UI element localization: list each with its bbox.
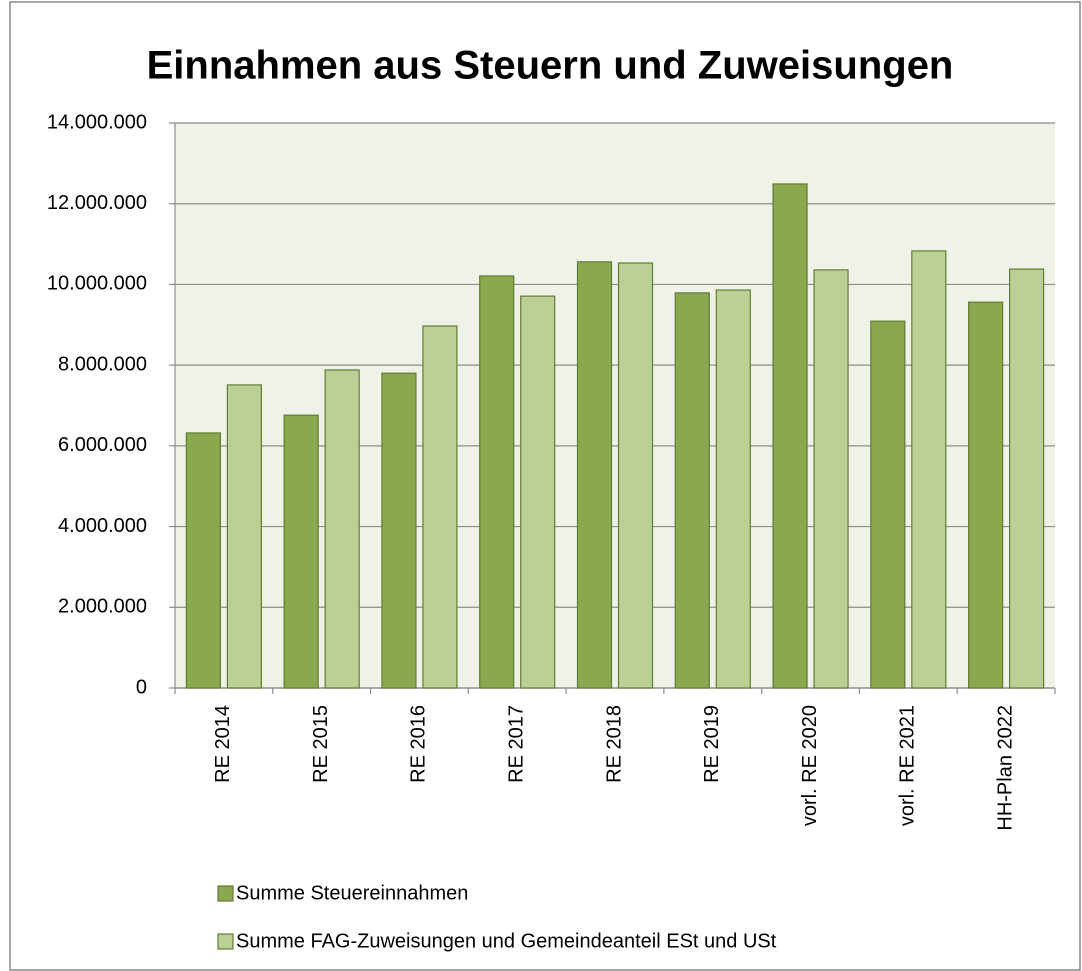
bar xyxy=(772,183,808,689)
chart-title: Einnahmen aus Steuern und Zuweisungen xyxy=(147,44,954,88)
bar xyxy=(381,372,417,689)
x-tick-label: vorl. RE 2021 xyxy=(897,705,919,826)
y-tick-label: 4.000.000 xyxy=(58,515,147,537)
bar xyxy=(911,250,947,689)
x-tick-label: RE 2014 xyxy=(212,705,234,783)
bar xyxy=(226,384,262,689)
bar xyxy=(870,320,906,689)
bar xyxy=(422,325,458,689)
bar xyxy=(283,414,319,689)
bar xyxy=(185,432,221,689)
y-tick-label: 6.000.000 xyxy=(58,434,147,456)
y-tick-label: 10.000.000 xyxy=(47,273,147,295)
y-tick-label: 2.000.000 xyxy=(58,596,147,618)
y-tick-label: 0 xyxy=(136,676,147,698)
x-tick-label: RE 2017 xyxy=(506,705,528,783)
x-tick-label: vorl. RE 2020 xyxy=(799,705,821,826)
x-tick-label: HH-Plan 2022 xyxy=(994,705,1016,831)
bar xyxy=(813,269,849,689)
bar xyxy=(715,289,751,689)
bar xyxy=(674,292,710,689)
y-tick-label: 14.000.000 xyxy=(47,111,147,133)
bar xyxy=(324,369,360,689)
bar xyxy=(479,275,515,689)
bar xyxy=(576,261,613,689)
legend-swatch xyxy=(217,885,234,902)
x-tick-label: RE 2018 xyxy=(603,705,625,783)
legend-label: Summe Steuereinnahmen xyxy=(236,882,468,904)
bar xyxy=(520,295,556,689)
x-tick-label: RE 2015 xyxy=(310,705,332,783)
x-tick-label: RE 2016 xyxy=(408,705,430,783)
bar xyxy=(1009,268,1045,689)
legend-swatch xyxy=(217,933,234,950)
bar xyxy=(617,262,654,689)
y-tick-label: 12.000.000 xyxy=(47,192,147,214)
legend-label: Summe FAG-Zuweisungen und Gemeindeanteil… xyxy=(236,930,777,952)
bar xyxy=(968,301,1004,689)
plot-area xyxy=(175,123,1055,688)
x-tick-label: RE 2019 xyxy=(701,705,723,783)
y-tick-label: 8.000.000 xyxy=(58,353,147,375)
